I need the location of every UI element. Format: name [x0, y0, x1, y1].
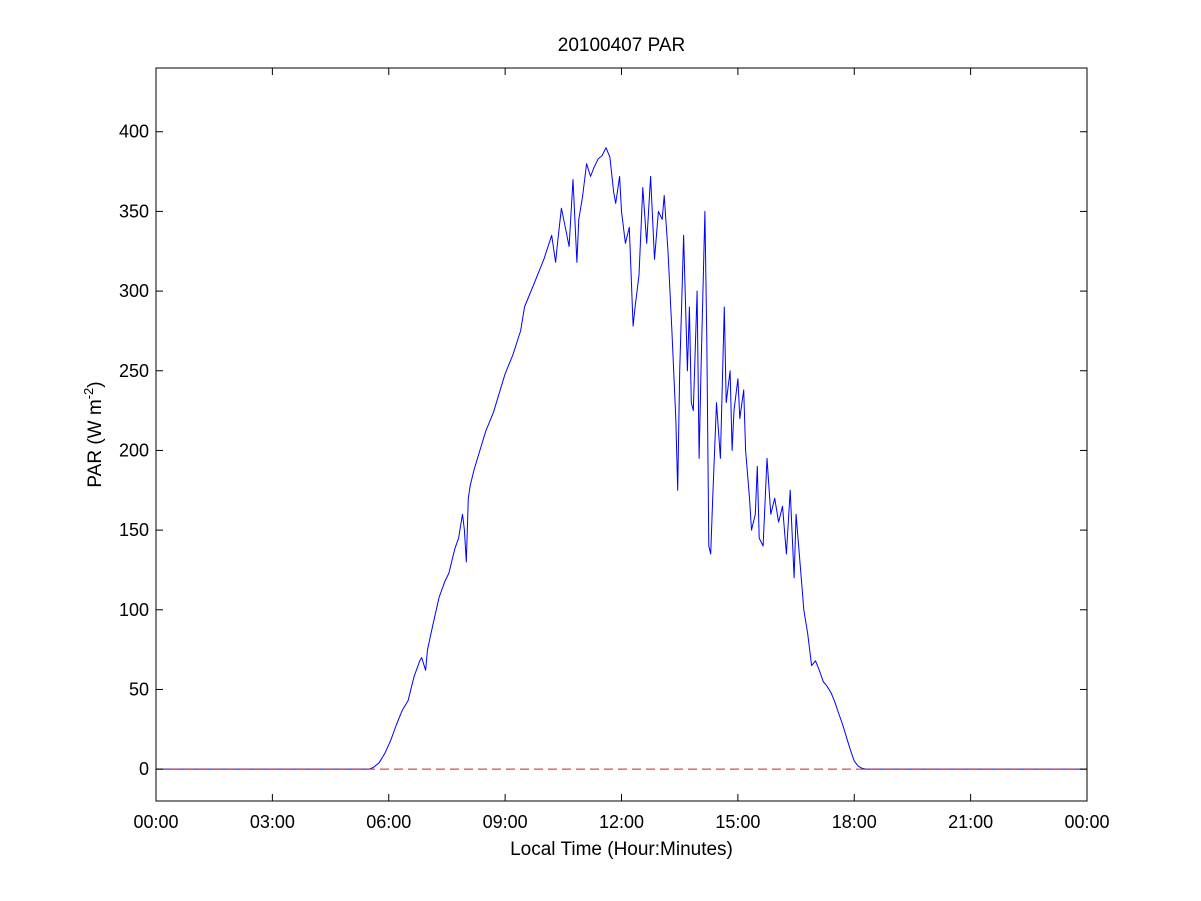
y-tick-label: 150	[119, 520, 149, 540]
tick-layer: 00:00 03:00 06:00 09:00 12:00 15:00 18:00 21:00…	[119, 68, 1110, 832]
x-tick-label: 15:00	[715, 812, 760, 832]
y-tick-label: 200	[119, 440, 149, 460]
y-axis-title: PAR (W m-2)	[81, 381, 106, 487]
y-tick-label: 300	[119, 281, 149, 301]
chart-title: 20100407 PAR	[558, 35, 685, 56]
series-layer	[156, 147, 1087, 770]
par-series-line	[156, 147, 1087, 770]
y-tick-label: 350	[119, 201, 149, 221]
x-axis-title: Local Time (Hour:Minutes)	[510, 839, 733, 860]
y-axis-title-suffix: )	[85, 381, 106, 387]
y-axis-title-superscript: -2	[81, 388, 96, 400]
x-tick-label: 00:00	[1064, 812, 1109, 832]
x-tick-label: 03:00	[250, 812, 295, 832]
x-tick-label: 21:00	[948, 812, 993, 832]
x-tick-label: 06:00	[366, 812, 411, 832]
y-axis-title-prefix: PAR (W m	[85, 399, 106, 487]
x-tick-label: 12:00	[599, 812, 644, 832]
plot-area	[156, 68, 1087, 801]
y-tick-label: 50	[129, 679, 149, 699]
x-tick-label: 00:00	[133, 812, 178, 832]
x-tick-label: 18:00	[832, 812, 877, 832]
y-tick-label: 0	[139, 759, 149, 779]
x-tick-label: 09:00	[483, 812, 528, 832]
plot-frame	[155, 67, 1088, 802]
y-tick-label: 400	[119, 122, 149, 142]
y-tick-label: 100	[119, 600, 149, 620]
y-tick-label: 250	[119, 361, 149, 381]
